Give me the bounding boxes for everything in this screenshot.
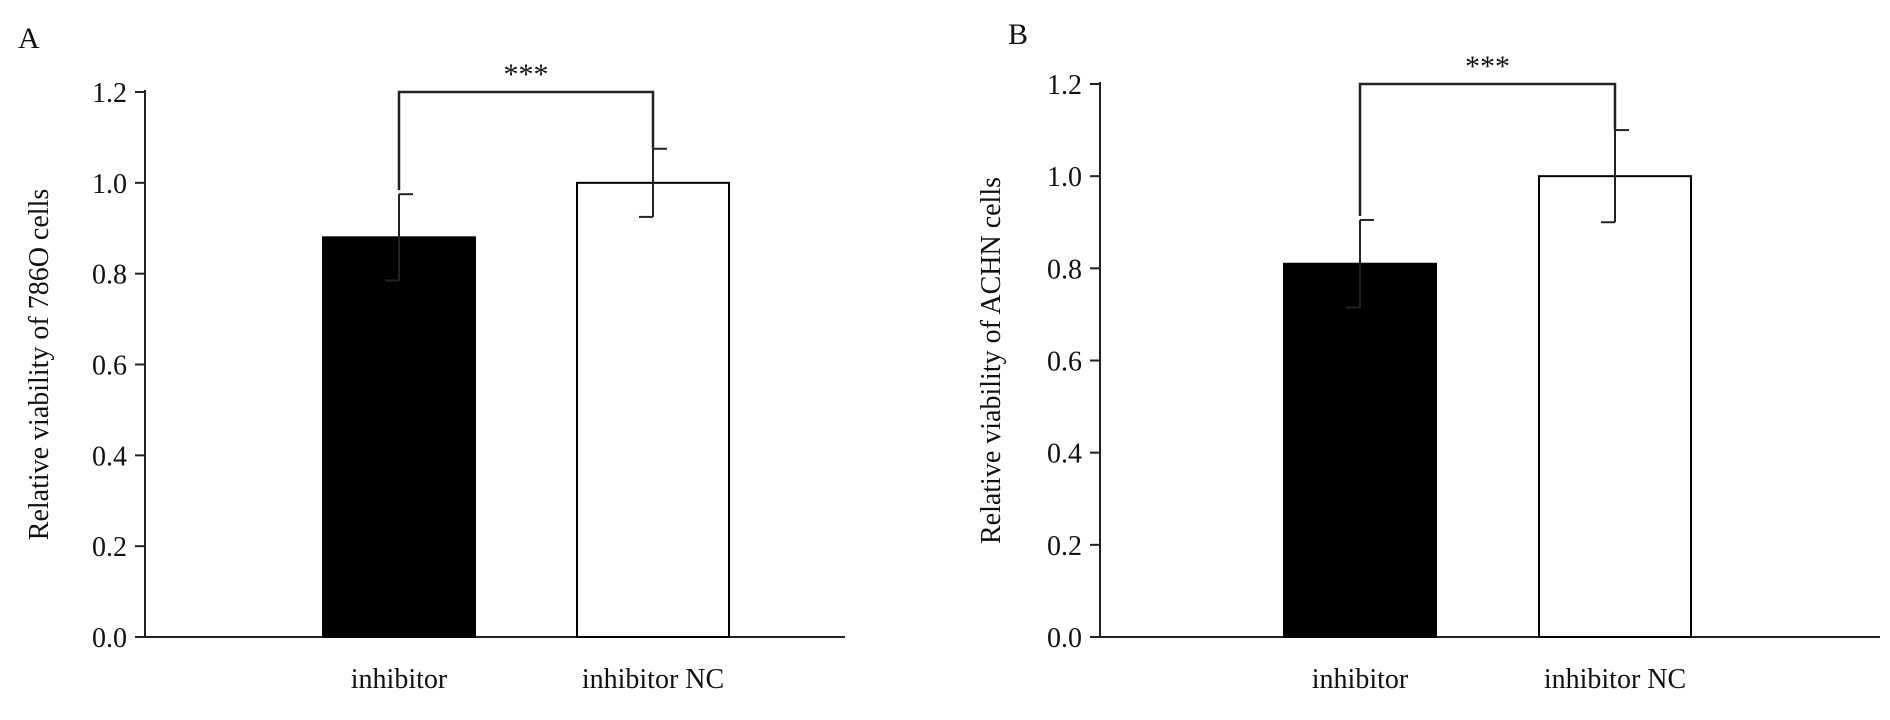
y-tick-label: 0.6	[1047, 347, 1082, 378]
y-axis-label: Relative viability of 786O cells	[24, 189, 55, 540]
y-axis-label: Relative viability of ACHN cells	[976, 177, 1007, 544]
panel-label: B	[1008, 18, 1028, 51]
bar	[322, 236, 476, 638]
panel-a: A 0.0 0.2 0.4 0.6 0.8 1.0 1.2 Relative viability…	[18, 22, 845, 695]
y-tick-label: 0.2	[1047, 531, 1082, 562]
category-label: inhibitor	[1312, 664, 1409, 695]
bar	[576, 181, 730, 638]
y-tick-label: 1.2	[92, 78, 127, 109]
panel-label: A	[18, 22, 40, 55]
significance-label: ***	[504, 58, 549, 91]
bar	[1538, 175, 1692, 639]
y-tick-label: 0.2	[92, 532, 127, 563]
y-tick-label: 0.0	[92, 623, 127, 654]
category-label: inhibitor	[351, 664, 448, 695]
y-tick-label: 1.0	[92, 169, 127, 200]
y-tick-label: 0.8	[1047, 254, 1082, 285]
y-tick-label: 0.8	[92, 260, 127, 291]
y-tick-label: 0.0	[1047, 623, 1082, 654]
panel-b: B 0.0 0.2 0.4 0.6 0.8 1.0 1.2 Relative viability…	[976, 18, 1880, 695]
y-tick-label: 0.4	[92, 441, 127, 472]
y-tick-label: 0.6	[92, 351, 127, 382]
significance-bracket	[1358, 82, 1617, 216]
y-tick-label: 1.0	[1047, 162, 1082, 193]
significance-bracket	[397, 90, 655, 191]
y-tick-label: 1.2	[1047, 70, 1082, 101]
bar	[1283, 262, 1437, 638]
category-label: inhibitor NC	[582, 664, 724, 695]
significance-label: ***	[1465, 50, 1510, 83]
category-label: inhibitor NC	[1544, 664, 1686, 695]
y-tick-label: 0.4	[1047, 439, 1082, 470]
